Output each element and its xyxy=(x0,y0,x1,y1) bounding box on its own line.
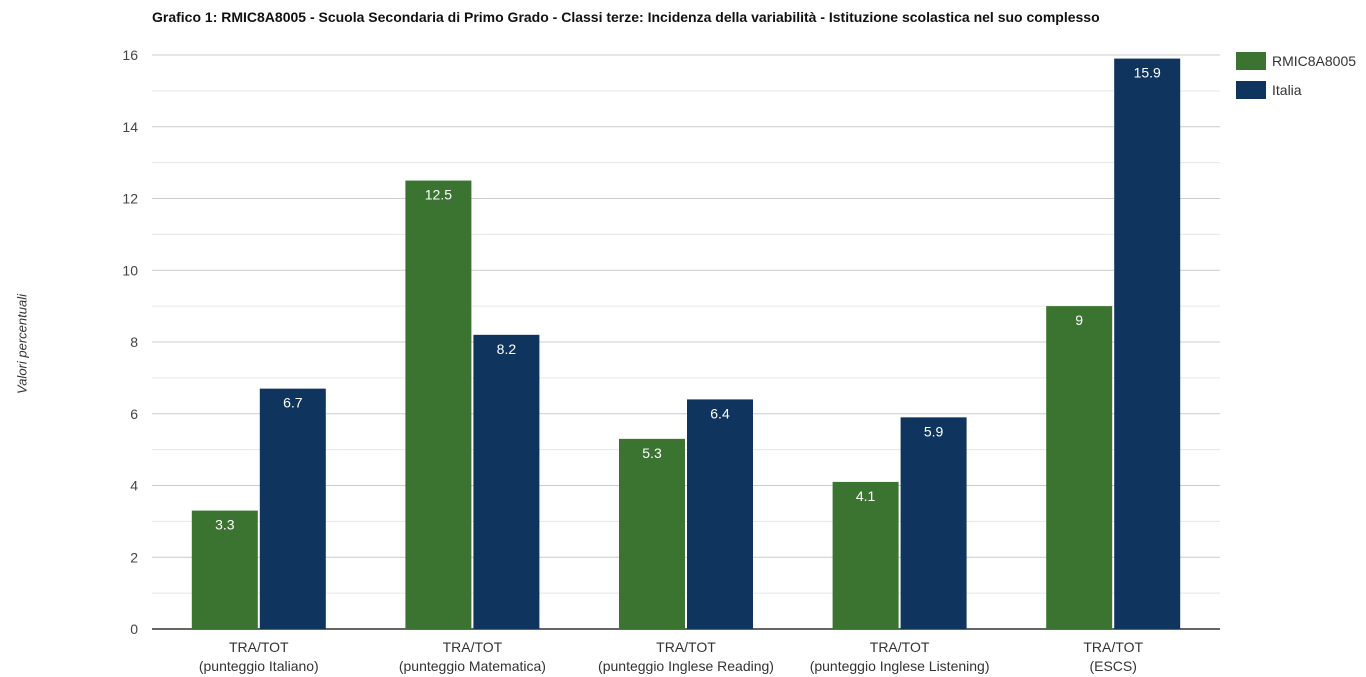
x-tick-label: TRA/TOT xyxy=(229,639,289,655)
y-tick-label: 2 xyxy=(130,549,138,565)
legend-label-rmic8a8005: RMIC8A8005 xyxy=(1272,53,1357,69)
chart-title: Grafico 1: RMIC8A8005 - Scuola Secondari… xyxy=(152,9,1100,25)
x-tick-label-sub: (punteggio Matematica) xyxy=(399,658,546,674)
bar-italia xyxy=(1114,58,1181,629)
y-tick-label: 14 xyxy=(122,119,138,135)
bar-rmic8a8005 xyxy=(405,180,472,629)
legend-item-rmic8a8005: RMIC8A8005 xyxy=(1236,51,1356,71)
y-tick-label: 6 xyxy=(130,406,138,422)
x-tick-label-sub: (punteggio Inglese Reading) xyxy=(598,658,774,674)
legend-swatch-rmic8a8005 xyxy=(1236,52,1266,70)
legend-label-italia: Italia xyxy=(1272,82,1302,98)
x-tick-label-sub: (punteggio Inglese Listening) xyxy=(810,658,990,674)
y-tick-label: 12 xyxy=(122,191,138,207)
bar-italia xyxy=(473,334,540,629)
data-label: 3.3 xyxy=(215,517,235,533)
bar-rmic8a8005 xyxy=(1046,306,1113,629)
legend-item-italia: Italia xyxy=(1236,80,1356,100)
x-tick-label: TRA/TOT xyxy=(870,639,930,655)
bar-rmic8a8005 xyxy=(191,510,258,629)
y-tick-label: 4 xyxy=(130,478,138,494)
data-label: 5.9 xyxy=(924,423,944,439)
data-label: 6.7 xyxy=(283,395,303,411)
bar-rmic8a8005 xyxy=(832,481,899,629)
data-label: 12.5 xyxy=(425,187,452,203)
legend: RMIC8A8005 Italia xyxy=(1236,51,1356,109)
data-label: 6.4 xyxy=(710,405,730,421)
y-tick-label: 10 xyxy=(122,262,138,278)
x-tick-label-sub: (ESCS) xyxy=(1089,658,1136,674)
x-tick-label: TRA/TOT xyxy=(656,639,716,655)
y-tick-label: 0 xyxy=(130,621,138,637)
x-tick-label: TRA/TOT xyxy=(443,639,503,655)
y-tick-label: 8 xyxy=(130,334,138,350)
y-tick-label: 16 xyxy=(122,47,138,63)
bar-italia xyxy=(900,417,967,629)
bar-italia xyxy=(259,388,326,629)
x-tick-label-sub: (punteggio Italiano) xyxy=(199,658,319,674)
data-label: 9 xyxy=(1075,312,1083,328)
data-label: 8.2 xyxy=(497,341,517,357)
legend-swatch-italia xyxy=(1236,81,1266,99)
bar-italia xyxy=(687,399,753,629)
x-tick-label: TRA/TOT xyxy=(1083,639,1143,655)
bar-rmic8a8005 xyxy=(619,438,685,629)
data-label: 4.1 xyxy=(856,488,876,504)
data-label: 5.3 xyxy=(642,445,662,461)
data-label: 15.9 xyxy=(1134,65,1161,81)
